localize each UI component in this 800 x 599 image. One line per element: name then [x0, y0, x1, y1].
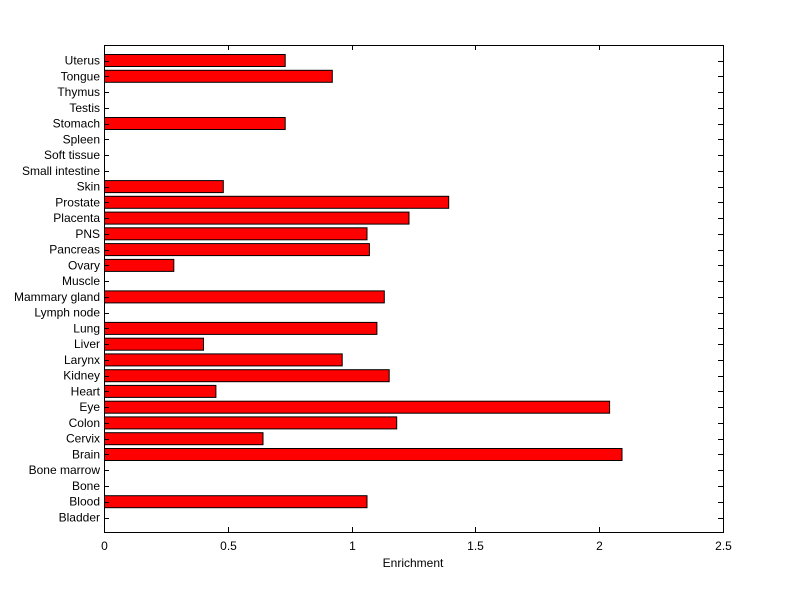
y-tick-label-mammary-gland: Mammary gland — [14, 290, 100, 304]
x-tick-label: 2 — [596, 539, 603, 553]
bar-prostate — [104, 195, 450, 209]
bar-ovary — [104, 258, 175, 272]
x-tick-labels: 0 0.5 1 1.5 2 2.5 — [101, 539, 732, 553]
y-tick-label-colon: Colon — [69, 416, 100, 430]
y-tick-label-uterus: Uterus — [65, 54, 100, 68]
y-tick-label-spleen: Spleen — [63, 132, 100, 146]
y-tick-label-thymus: Thymus — [57, 85, 100, 99]
y-tick-label-muscle: Muscle — [62, 274, 100, 288]
y-tick-label-testis: Testis — [69, 101, 100, 115]
bar-kidney — [104, 369, 390, 383]
y-tick-label-kidney: Kidney — [63, 369, 100, 383]
y-tick-label-tongue: Tongue — [61, 69, 101, 83]
bar-liver — [104, 337, 204, 351]
bar-stomach — [104, 117, 286, 130]
y-tick-label-liver: Liver — [74, 337, 100, 351]
y-tick-label-soft-tissue: Soft tissue — [44, 148, 100, 162]
y-tick-label-heart: Heart — [71, 384, 101, 398]
x-tick-label: 1.5 — [467, 539, 484, 553]
bar-cervix — [104, 432, 264, 446]
x-tick-label: 0.5 — [220, 539, 237, 553]
bar-colon — [104, 416, 398, 430]
y-tick-label-placenta: Placenta — [53, 211, 100, 225]
y-tick-label-stomach: Stomach — [53, 117, 100, 131]
y-tick-label-lymph-node: Lymph node — [34, 306, 100, 320]
y-tick-label-brain: Brain — [72, 448, 100, 462]
bar-uterus — [104, 54, 286, 67]
y-tick-label-bone-marrow: Bone marrow — [29, 463, 101, 477]
y-tick-label-bladder: Bladder — [59, 511, 100, 525]
bar-placenta — [104, 211, 410, 225]
y-tick-label-bone: Bone — [72, 479, 100, 493]
y-tick-label-eye: Eye — [79, 400, 100, 414]
bar-mammary-gland — [104, 290, 385, 304]
bar-tongue — [104, 69, 333, 83]
bar-heart — [104, 384, 217, 398]
y-tick-label-lung: Lung — [73, 321, 100, 335]
bar-skin — [104, 180, 224, 194]
ticks-layer — [104, 45, 724, 532]
y-tick-label-larynx: Larynx — [64, 353, 100, 367]
y-tick-label-small-intestine: Small intestine — [22, 164, 100, 178]
x-tick-label: 1 — [349, 539, 356, 553]
y-tick-label-skin: Skin — [77, 180, 100, 194]
bars-layer — [104, 54, 623, 509]
plot-frame — [104, 45, 724, 533]
y-tick-label-blood: Blood — [69, 495, 100, 509]
y-tick-label-cervix: Cervix — [66, 432, 100, 446]
x-tick-label: 0 — [101, 539, 108, 553]
bar-eye — [104, 400, 611, 414]
bar-larynx — [104, 353, 343, 367]
y-tick-label-pns: PNS — [75, 227, 100, 241]
y-tick-label-ovary: Ovary — [68, 258, 100, 272]
y-tick-label-prostate: Prostate — [55, 195, 100, 209]
y-tick-label-pancreas: Pancreas — [49, 243, 100, 257]
x-axis-title: Enrichment — [383, 556, 444, 570]
bar-lung — [104, 321, 378, 335]
x-tick-label: 2.5 — [715, 539, 732, 553]
bar-brain — [104, 448, 623, 461]
bar-pns — [104, 227, 368, 241]
bar-blood — [104, 495, 368, 509]
bar-pancreas — [104, 243, 370, 257]
